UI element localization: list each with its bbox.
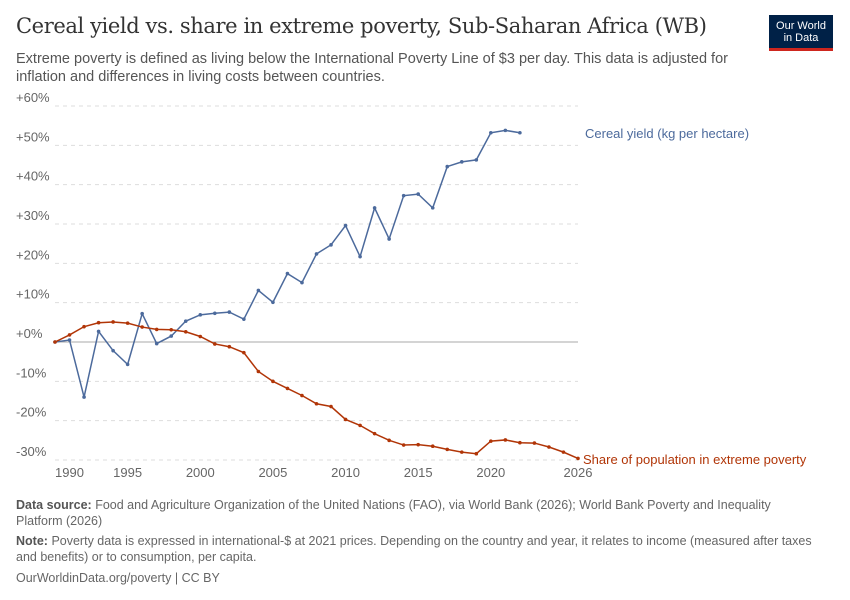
chart-note: Note: Poverty data is expressed in inter…	[16, 534, 812, 564]
data-point	[169, 328, 174, 332]
data-point	[343, 223, 348, 228]
y-tick-label: -10%	[16, 365, 47, 380]
data-point	[503, 128, 508, 133]
data-point	[125, 321, 130, 325]
data-point	[154, 341, 159, 346]
data-point	[227, 310, 232, 314]
data-point	[300, 393, 304, 398]
y-tick-label: +0%	[16, 326, 43, 341]
data-point	[387, 438, 391, 443]
data-point	[372, 206, 377, 210]
data-point	[140, 311, 144, 316]
chart-title: Cereal yield vs. share in extreme povert…	[16, 14, 707, 38]
data-point	[474, 158, 479, 162]
data-point	[300, 280, 304, 285]
data-point	[329, 243, 333, 247]
data-point	[401, 193, 406, 198]
data-point	[343, 417, 348, 422]
data-point	[416, 442, 420, 447]
line-chart: -30% -20% -10% +0% +10% +20% +30% +40% +50% +60% 1…	[16, 90, 807, 480]
y-tick-label: +50%	[16, 129, 50, 144]
data-point	[416, 192, 420, 196]
data-point	[518, 130, 522, 135]
x-tick-label: 1990	[55, 465, 84, 480]
x-tick-label: 2026	[564, 465, 593, 480]
data-point	[547, 445, 551, 449]
logo-line2: in Data	[783, 32, 819, 44]
x-tick-label: 1995	[113, 465, 142, 480]
y-tick-label: +30%	[16, 208, 50, 223]
data-point	[256, 288, 261, 293]
data-point	[474, 451, 479, 456]
data-point	[518, 440, 522, 445]
data-point	[82, 324, 86, 329]
data-point	[358, 423, 362, 428]
y-tick-label: +40%	[16, 169, 50, 184]
series-label: Cereal yield (kg per hectare)	[585, 126, 749, 141]
data-point	[242, 350, 246, 355]
data-point	[96, 329, 101, 334]
y-tick-label: +20%	[16, 247, 50, 262]
data-point	[111, 320, 115, 324]
data-point	[271, 379, 275, 384]
source-link[interactable]: OurWorldinData.org/poverty | CC BY	[16, 571, 220, 585]
data-point	[213, 342, 217, 346]
logo-line1: Our World	[776, 20, 826, 32]
data-point	[329, 404, 333, 409]
data-point	[445, 447, 450, 452]
data-point	[140, 325, 144, 329]
data-point	[183, 319, 188, 323]
data-point	[459, 450, 464, 454]
data-point	[198, 313, 203, 317]
data-point	[285, 386, 290, 391]
data-point	[256, 369, 261, 374]
data-point	[314, 401, 319, 406]
data-point	[67, 333, 72, 337]
x-tick-label: 2000	[186, 465, 215, 480]
data-point	[387, 237, 391, 241]
data-point	[67, 338, 72, 342]
data-point	[561, 450, 566, 454]
data-point	[430, 444, 435, 449]
data-point	[576, 456, 580, 461]
data-point	[401, 443, 406, 447]
data-point	[314, 252, 319, 256]
data-point	[489, 439, 493, 443]
y-tick-label: +10%	[16, 287, 50, 302]
data-point	[183, 329, 188, 334]
data-point	[489, 130, 493, 135]
data-point	[125, 362, 130, 367]
x-tick-label: 2020	[476, 465, 505, 480]
y-tick-label: -20%	[16, 405, 47, 420]
chart-subtitle: Extreme poverty is defined as living bel…	[16, 51, 728, 85]
y-tick-label: +60%	[16, 90, 50, 105]
data-point	[111, 348, 115, 353]
data-point	[53, 340, 57, 344]
data-point	[459, 160, 464, 164]
series-label: Share of population in extreme poverty	[583, 452, 807, 467]
data-point	[271, 300, 275, 305]
owid-logo[interactable]: Our World in Data	[769, 15, 833, 51]
data-point	[242, 317, 246, 321]
data-point	[503, 438, 508, 442]
data-point	[82, 395, 86, 399]
data-point	[169, 334, 174, 338]
data-point	[445, 164, 450, 169]
y-tick-label: -30%	[16, 444, 47, 459]
data-point	[96, 320, 101, 325]
data-point	[154, 327, 159, 332]
data-point	[198, 334, 203, 339]
data-point	[430, 206, 435, 210]
data-point	[227, 344, 232, 349]
x-tick-label: 2005	[258, 465, 287, 480]
data-point	[358, 254, 362, 259]
data-source: Data source: Food and Agriculture Organi…	[16, 498, 771, 528]
x-tick-label: 2015	[404, 465, 433, 480]
x-tick-label: 2010	[331, 465, 360, 480]
data-point	[532, 441, 537, 445]
data-point	[213, 311, 217, 316]
data-point	[372, 431, 377, 436]
data-point	[285, 271, 290, 276]
